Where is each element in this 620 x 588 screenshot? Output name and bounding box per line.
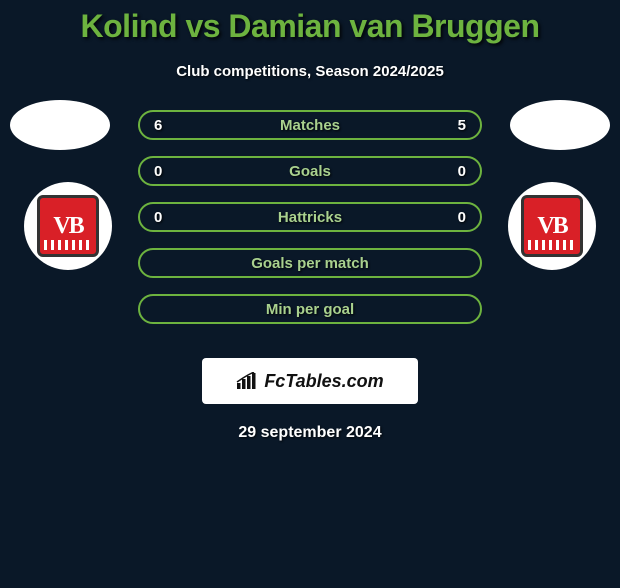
stat-label: Min per goal [140, 301, 480, 318]
stat-rows: 6 Matches 5 0 Goals 0 0 Hattricks 0 Goal… [138, 110, 482, 340]
club-badge-right: VB [508, 182, 596, 270]
bar-chart-icon [236, 372, 258, 390]
logo-text: FcTables.com [264, 371, 383, 392]
stat-row-matches: 6 Matches 5 [138, 110, 482, 140]
club-badge-text-left: VB [53, 213, 82, 240]
comparison-area: VB VB 6 Matches 5 0 Goals 0 0 Hattricks … [0, 110, 620, 350]
stat-row-goals-per-match: Goals per match [138, 248, 482, 278]
stat-row-min-per-goal: Min per goal [138, 294, 482, 324]
player-avatar-right [510, 100, 610, 150]
stat-label: Goals [140, 163, 480, 180]
player-avatar-left [10, 100, 110, 150]
stat-label: Goals per match [140, 255, 480, 272]
fctables-logo: FcTables.com [202, 358, 418, 404]
subtitle: Club competitions, Season 2024/2025 [0, 63, 620, 80]
stat-label: Hattricks [140, 209, 480, 226]
stat-label: Matches [140, 117, 480, 134]
club-badge-left: VB [24, 182, 112, 270]
stat-row-hattricks: 0 Hattricks 0 [138, 202, 482, 232]
stat-row-goals: 0 Goals 0 [138, 156, 482, 186]
date-label: 29 september 2024 [0, 424, 620, 442]
page-title: Kolind vs Damian van Bruggen [0, 8, 620, 45]
club-badge-text-right: VB [537, 213, 566, 240]
